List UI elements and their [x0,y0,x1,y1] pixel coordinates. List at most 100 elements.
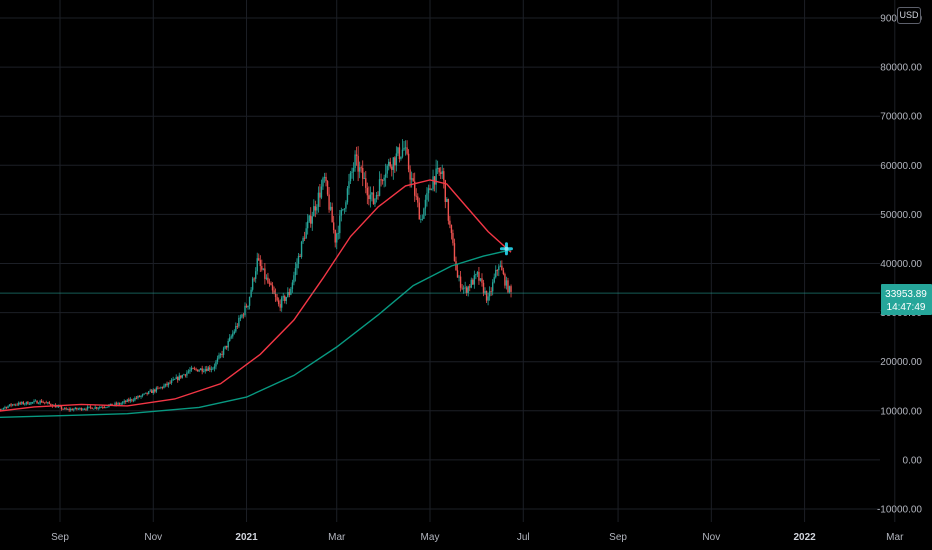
candle-body [59,406,61,407]
candle-body [383,177,385,181]
candle-body [222,348,225,355]
candle-body [221,354,223,355]
candle-body [426,193,428,200]
candle-body [389,161,391,167]
candle-body [218,355,220,359]
candle-body [287,292,289,298]
candle-body [274,294,277,298]
candle-body [340,210,343,216]
candle-body [313,206,315,217]
candle-body [169,382,171,384]
y-tick-label: 40000.00 [880,259,922,270]
candle-body [21,402,23,404]
candle-body [282,296,284,298]
candle-body [326,181,329,195]
candle-body [30,402,32,405]
candle-body [28,404,31,405]
y-tick-label: 70000.00 [880,112,922,123]
x-tick-label: Nov [144,532,162,543]
candle-body [482,282,485,294]
candle-body [366,187,369,196]
candle-body [242,314,245,316]
candle-body [490,291,492,293]
candle-body [118,403,121,405]
candle-body [253,278,255,280]
candle-body [455,261,457,271]
candle-body [363,178,365,180]
candle-body [345,202,347,209]
y-tick-label: 50000.00 [880,210,922,221]
candle-body [245,305,248,308]
candle-body [95,407,98,409]
candle-body [496,270,498,271]
price-axis[interactable]: 90000.0080000.0070000.0060000.0050000.00… [877,14,922,516]
candle-body [438,168,440,173]
candle-body [70,409,72,411]
candle-body [392,157,395,170]
candle-body [152,389,154,393]
moving-average-lines [0,179,512,419]
candle-body [291,282,294,289]
candle-body [5,407,8,409]
candle-body [297,255,300,264]
candle-body [458,276,460,278]
candle-body [435,168,437,185]
candle-body [380,179,382,181]
candle-body [400,156,402,159]
candle-body [19,402,21,404]
candle-body [210,369,213,370]
bar-countdown: 14:47:49 [887,302,926,313]
candle-body [357,156,359,172]
x-tick-label: 2022 [793,532,816,543]
candle-body [37,403,40,405]
candle-body [502,270,505,275]
candle-body [178,375,180,381]
candle-body [447,198,450,221]
currency-selector[interactable]: USD [897,7,921,24]
candle-body [262,268,265,270]
candle-body [343,208,346,210]
candle-body [44,402,46,404]
candle-body [354,154,356,168]
candle-body [1,408,3,410]
time-axis[interactable]: Sep Nov 2021 Mar May Jul Sep Nov 2022 Mar [51,532,904,543]
candle-body [236,326,239,327]
candle-body [36,400,38,404]
candle-body [406,147,408,154]
candle-body [441,171,443,174]
candle-body [352,167,355,172]
candle-body [332,222,335,230]
candle-body [105,407,107,408]
candle-body [247,305,249,308]
candle-body [232,333,234,337]
candle-body [510,286,512,292]
candle-body [290,288,292,295]
candle-body [2,408,5,409]
candle-body [279,304,281,308]
candle-body [63,408,66,410]
candle-body [227,341,229,348]
candle-body [507,280,509,293]
y-tick-label: 0.00 [903,455,923,466]
candle-body [102,406,104,408]
candle-body [34,400,37,402]
candle-body [181,375,184,378]
candle-body [71,409,73,411]
candle-body [190,368,193,370]
candle-body [65,408,67,410]
candle-body [123,401,125,403]
candle-body [89,406,92,408]
last-price-value: 33953.89 [885,289,927,300]
candle-body [256,258,258,272]
candle-body [427,188,430,194]
candle-body [476,271,479,275]
y-tick-label: 20000.00 [880,357,922,368]
candle-body [284,296,286,301]
candle-body [25,401,28,404]
candle-body [160,387,162,388]
candle-body [481,278,483,283]
candle-body [121,402,124,404]
candle-body [80,407,83,410]
candle-body [258,258,260,261]
